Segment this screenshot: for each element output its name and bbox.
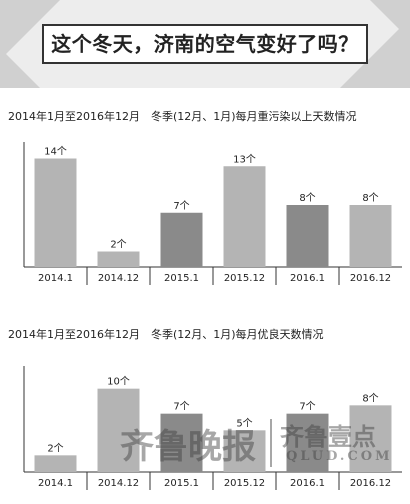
- chart-1-data-label: 14个: [44, 146, 67, 158]
- watermark-brand: 齐鲁壹点: [280, 422, 376, 451]
- chart-1-data-label: 2个: [110, 239, 126, 251]
- chart-2-bar-2015.1: [160, 413, 203, 472]
- chart-1-data-label: 8个: [299, 192, 315, 204]
- watermark-site: QLUD.COM: [286, 449, 393, 464]
- chart-1-bar-2015.1: [160, 212, 203, 267]
- chart-1-data-label: 7个: [173, 200, 189, 212]
- chart-1-data-label: 8个: [362, 192, 378, 204]
- chart-1-bar-2014.1: [34, 158, 77, 267]
- chart-2-title: 2014年1月至2016年12月 冬季(12月、1月)每月优良天数情况: [8, 328, 324, 341]
- watermark-divider: [270, 419, 272, 467]
- chart-1-tick-label: 2015.12: [224, 273, 265, 284]
- title-banner: 这个冬天，济南的空气变好了吗？: [0, 0, 410, 88]
- chart-1-tick-label: 2016.1: [290, 273, 325, 284]
- chart-2-good-air-days: 2个 2014.1 10个 2014.12 7个 2015.1 5个 2015.12 7个 201…: [23, 366, 402, 490]
- chart-1-tick-label: 2014.12: [98, 273, 139, 284]
- chart-1-tick-label: 2016.12: [350, 273, 391, 284]
- page-title: 这个冬天，济南的空气变好了吗？: [42, 24, 368, 64]
- newspaper-watermark: 齐鲁晚报 齐鲁壹点 QLUD.COM: [118, 413, 402, 477]
- chart-2-bar-2016.12: [349, 405, 392, 472]
- chart-1-bar-2014.12: [97, 251, 140, 267]
- chart-2-tick-label: 2016.1: [290, 478, 325, 489]
- watermark-name: 齐鲁晚报: [120, 427, 256, 467]
- chart-2-tick-label: 2016.12: [350, 478, 391, 489]
- chart-2-data-label: 7个: [173, 401, 189, 413]
- chart-1-data-label: 13个: [233, 153, 256, 165]
- chart-1-bar-2015.12: [223, 166, 266, 267]
- chart-1-tick-label: 2014.1: [38, 273, 73, 284]
- chart-2-data-label: 7个: [299, 401, 315, 413]
- chart-2-data-label: 5个: [236, 417, 252, 429]
- chart-2-bar-2016.1: [286, 413, 329, 472]
- chart-2-tick-label: 2014.12: [98, 478, 139, 489]
- chart-2-data-label: 8个: [362, 392, 378, 404]
- chart-1-tick-label: 2015.1: [164, 273, 199, 284]
- chart-1-bar-2016.12: [349, 205, 392, 267]
- chart-2-bar-2014.12: [97, 388, 140, 472]
- chart-2-bar-2015.12: [223, 430, 266, 472]
- chart-1-heavy-pollution-days: 14个 2014.1 2个 2014.12 7个 2015.1 13个 2015.12 8个 20…: [23, 142, 402, 285]
- chart-2-tick-label: 2015.1: [164, 478, 199, 489]
- chart-1-bar-2016.1: [286, 205, 329, 267]
- chart-2-tick-label: 2015.12: [224, 478, 265, 489]
- chart-1-title: 2014年1月至2016年12月 冬季(12月、1月)每月重污染以上天数情况: [8, 110, 357, 123]
- chart-2-bar-2014.1: [34, 455, 77, 472]
- chart-2-data-label: 2个: [47, 442, 63, 454]
- banner-deco-pattern: [0, 0, 410, 88]
- chart-2-tick-label: 2014.1: [38, 478, 73, 489]
- chart-2-data-label: 10个: [107, 376, 130, 388]
